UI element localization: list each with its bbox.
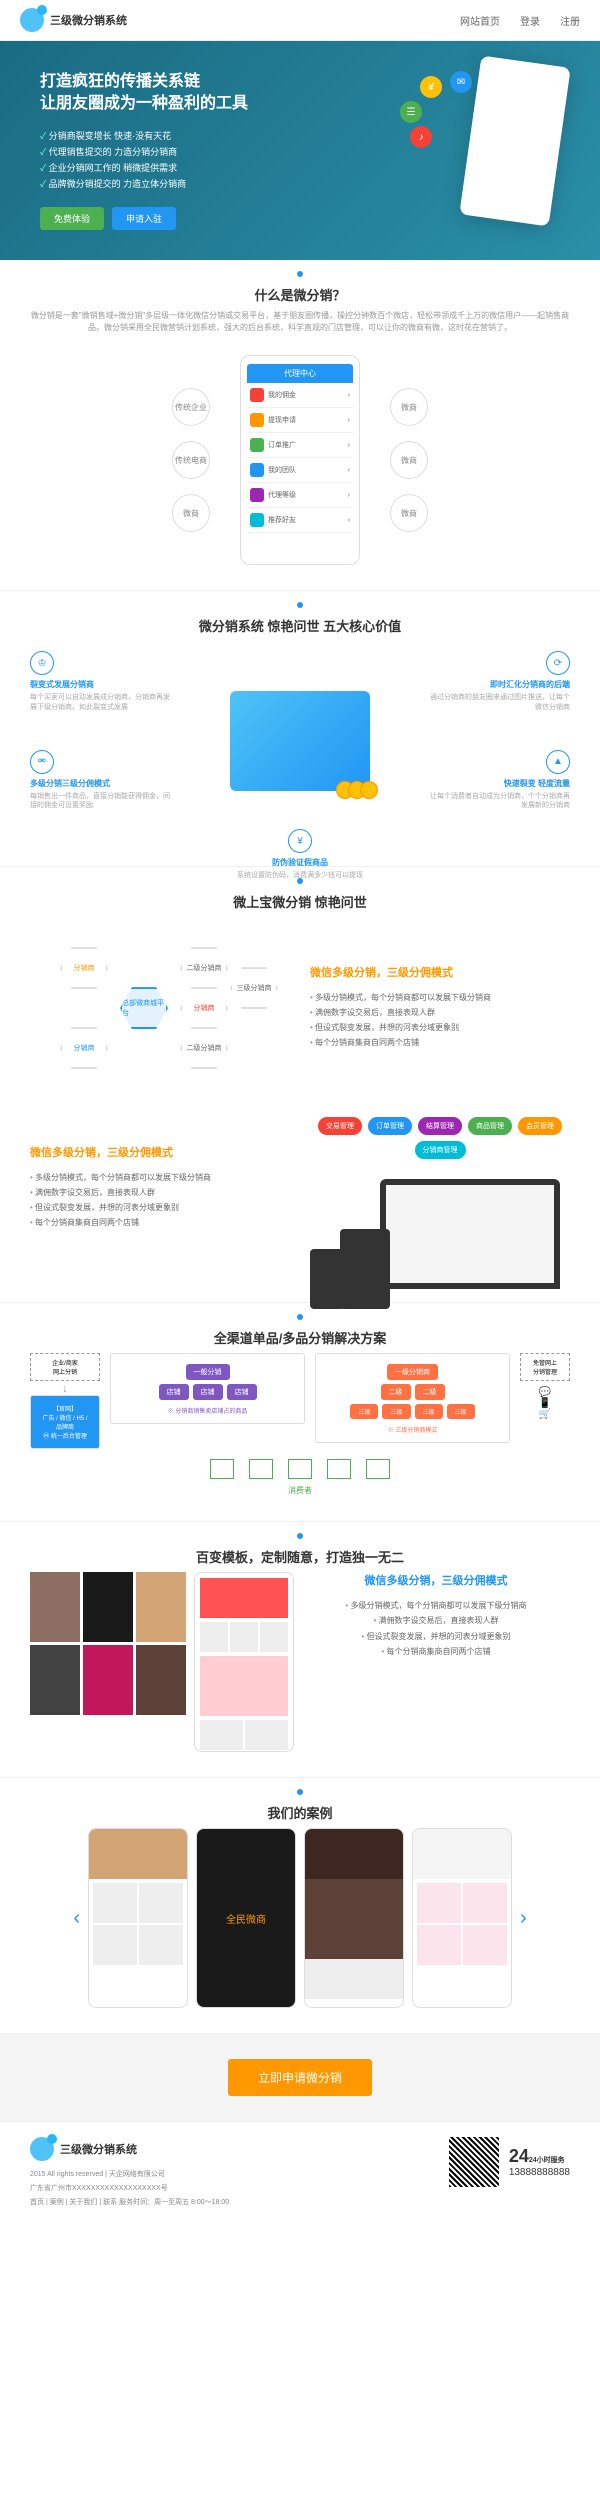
category-label: 传统企业	[172, 388, 210, 426]
solution-right: 免管网上 分销管理 💬 📱 🛒	[520, 1353, 570, 1420]
logo-icon	[20, 8, 44, 32]
section-title: 我们的案例	[267, 1803, 332, 1822]
section-title: 百变模板，定制随意，打造独一无二	[196, 1547, 404, 1566]
section-cases: 我们的案例 ‹ 全民微商 ›	[0, 1778, 600, 2034]
template-phone-preview	[194, 1572, 294, 1752]
feature-title: 微信多级分销，三级分佣模式	[310, 964, 570, 980]
feature-bullets: 多级分销模式，每个分销商都可以发展下级分销商 满佣数字设交易后，直接表现人群 但…	[302, 1598, 570, 1659]
cta-section: 立即申请微分销	[0, 2034, 600, 2121]
section-title: 什么是微分销？	[254, 285, 345, 304]
hero-bullets: 分销商裂变增长 快速·没有天花 代理销售提交的 力造分销分销商 企业分销网工作的…	[40, 128, 400, 193]
prev-arrow[interactable]: ‹	[73, 1907, 80, 1930]
category-label: 微商	[390, 441, 428, 479]
management-diagram: 交易管理 订单管理 结算管理 商品管理 会员管理 分销商管理	[310, 1117, 570, 1257]
apply-now-button[interactable]: 立即申请微分销	[228, 2059, 372, 2096]
case-item[interactable]: 全民微商	[196, 1828, 296, 2008]
section-desc: 微分销是一套"微销售域+微分销"多层级一体化微信分销或交易平台，基于朋友圈传播，…	[30, 310, 570, 336]
section-title: 微上宝微分销 惊艳问世	[233, 892, 367, 911]
topbar: 三级微分销系统 网站首页 登录 注册	[0, 0, 600, 41]
qr-code	[449, 2137, 499, 2187]
hero-title: 打造疯狂的传播关系链让朋友圈成为一种盈利的工具	[40, 71, 400, 116]
section-title: 微分销系统 惊艳问世 五大核心价值	[199, 616, 401, 635]
solution-single: 一般分销 店铺店铺店铺 ※ 分销商销售卖店铺占的商品	[110, 1353, 305, 1424]
bubble-icon: ¥	[420, 76, 442, 98]
share-icon: ⚮	[30, 750, 54, 774]
footer: 三级微分销系统 2015 All rights reserved | 天企网络有…	[0, 2121, 600, 2222]
address: 广东省广州市XXXXXXXXXXXXXXXXXXX号	[30, 2183, 229, 2193]
section-templates: 百变模板，定制随意，打造独一无二 微信多级分销，三级分佣模式 多级分销模式，每个…	[0, 1522, 600, 1778]
yen-icon: ¥	[288, 829, 312, 853]
copyright: 2015 All rights reserved | 天企网络有限公司	[30, 2169, 229, 2179]
section-corevalues: 微分销系统 惊艳问世 五大核心价值 ♔ 裂变式发展分销商 每个买家可以自动发展成…	[0, 591, 600, 867]
section-solution: 全渠道单品/多品分销解决方案 企业/商家 网上分销 ↓ 【官网】 广告 / 微信…	[0, 1303, 600, 1522]
solution-left: 企业/商家 网上分销 ↓ 【官网】 广告 / 微信 / H5 / 品牌商 Ⓜ 统…	[30, 1353, 100, 1449]
footer-brand: 三级微分销系统	[60, 2141, 137, 2157]
feature-bullets: 多级分销模式，每个分销商都可以发展下级分销商 满佣数字设交易后，直接表现人群 但…	[310, 990, 570, 1051]
case-item[interactable]	[412, 1828, 512, 2008]
phone-mockup: 代理中心 我的佣金› 提现申请› 订单推广› 我的团队› 代理等级› 推荐好友›	[240, 355, 360, 565]
phone-number: 13888888888	[509, 2167, 570, 2178]
logo[interactable]: 三级微分销系统	[20, 8, 127, 32]
crown-icon: ♔	[30, 651, 54, 675]
value-item: ♔ 裂变式发展分销商 每个买家可以自动发展成分销商，分销商再发展下级分销商，如此…	[30, 651, 170, 713]
feature-bullets: 多级分销模式，每个分销商都可以发展下级分销商 满佣数字设交易后，直接表现人群 但…	[30, 1170, 290, 1231]
section-whatis: 什么是微分销？ 微分销是一套"微销售域+微分销"多层级一体化微信分销或交易平台，…	[0, 260, 600, 592]
category-label: 微商	[390, 494, 428, 532]
chart-icon: ▲	[546, 750, 570, 774]
main-nav: 网站首页 登录 注册	[460, 13, 580, 28]
case-item[interactable]	[88, 1828, 188, 2008]
apply-button[interactable]: 申请入驻	[112, 207, 176, 230]
template-grid	[30, 1572, 186, 1715]
sync-icon: ⟳	[546, 651, 570, 675]
buyer-carts	[30, 1459, 570, 1479]
section-title: 全渠道单品/多品分销解决方案	[214, 1328, 387, 1347]
value-item: ▲ 快速裂变 轻度流量 让每个消费者自动成为分销商，个个分销商再发展新的分销商	[430, 750, 570, 812]
nav-register[interactable]: 注册	[560, 13, 580, 28]
category-label: 微商	[172, 494, 210, 532]
category-label: 微商	[390, 388, 428, 426]
bubble-icon: ☰	[400, 101, 422, 123]
free-trial-button[interactable]: 免费体验	[40, 207, 104, 230]
case-item[interactable]	[304, 1828, 404, 2008]
bubble-icon: ✉	[450, 71, 472, 93]
nav-login[interactable]: 登录	[520, 13, 540, 28]
nav-home[interactable]: 网站首页	[460, 13, 500, 28]
hero-illustration: ¥ ☰ ♪ ✉	[400, 71, 560, 230]
hexagon-diagram: 总部微商城平台 分销商 分销商 二级分销商 分销商 二级分销商 三级分销商	[30, 937, 290, 1077]
footer-links: 首页 | 案例 | 关于我们 | 联系 服务时间：周一至周五 8:00～18:0…	[30, 2197, 229, 2207]
solution-multi: 一级分销商 二级二级 三级三级三级三级 ※ 三级分销商模式	[315, 1353, 510, 1443]
feature-title: 微信多级分销，三级分佣模式	[30, 1144, 290, 1160]
bubble-icon: ♪	[410, 126, 432, 148]
brand-name: 三级微分销系统	[50, 12, 127, 28]
value-item: ⚮ 多级分销三级分佣模式 每销售出一件商品，直接分销能获得佣金，间接的佣金可设置…	[30, 750, 170, 812]
feature-title: 微信多级分销，三级分佣模式	[302, 1572, 570, 1588]
next-arrow[interactable]: ›	[520, 1907, 527, 1930]
section-feature1: 微上宝微分销 惊艳问世 总部微商城平台 分销商 分销商 二级分销商 分销商 二级…	[0, 867, 600, 1303]
category-label: 传统电商	[172, 441, 210, 479]
hero-banner: 打造疯狂的传播关系链让朋友圈成为一种盈利的工具 分销商裂变增长 快速·没有天花 …	[0, 41, 600, 260]
value-item: ⟳ 即时汇化分销商的后端 通过分销商的朋友圈来通过图片推送，让每个微信分销商	[430, 651, 570, 713]
logo-icon	[30, 2137, 54, 2161]
value-item: ¥ 防伪验证假商品 系统设置防伪码，消费满多少钱可以提现	[230, 829, 370, 881]
center-illustration	[230, 691, 370, 791]
